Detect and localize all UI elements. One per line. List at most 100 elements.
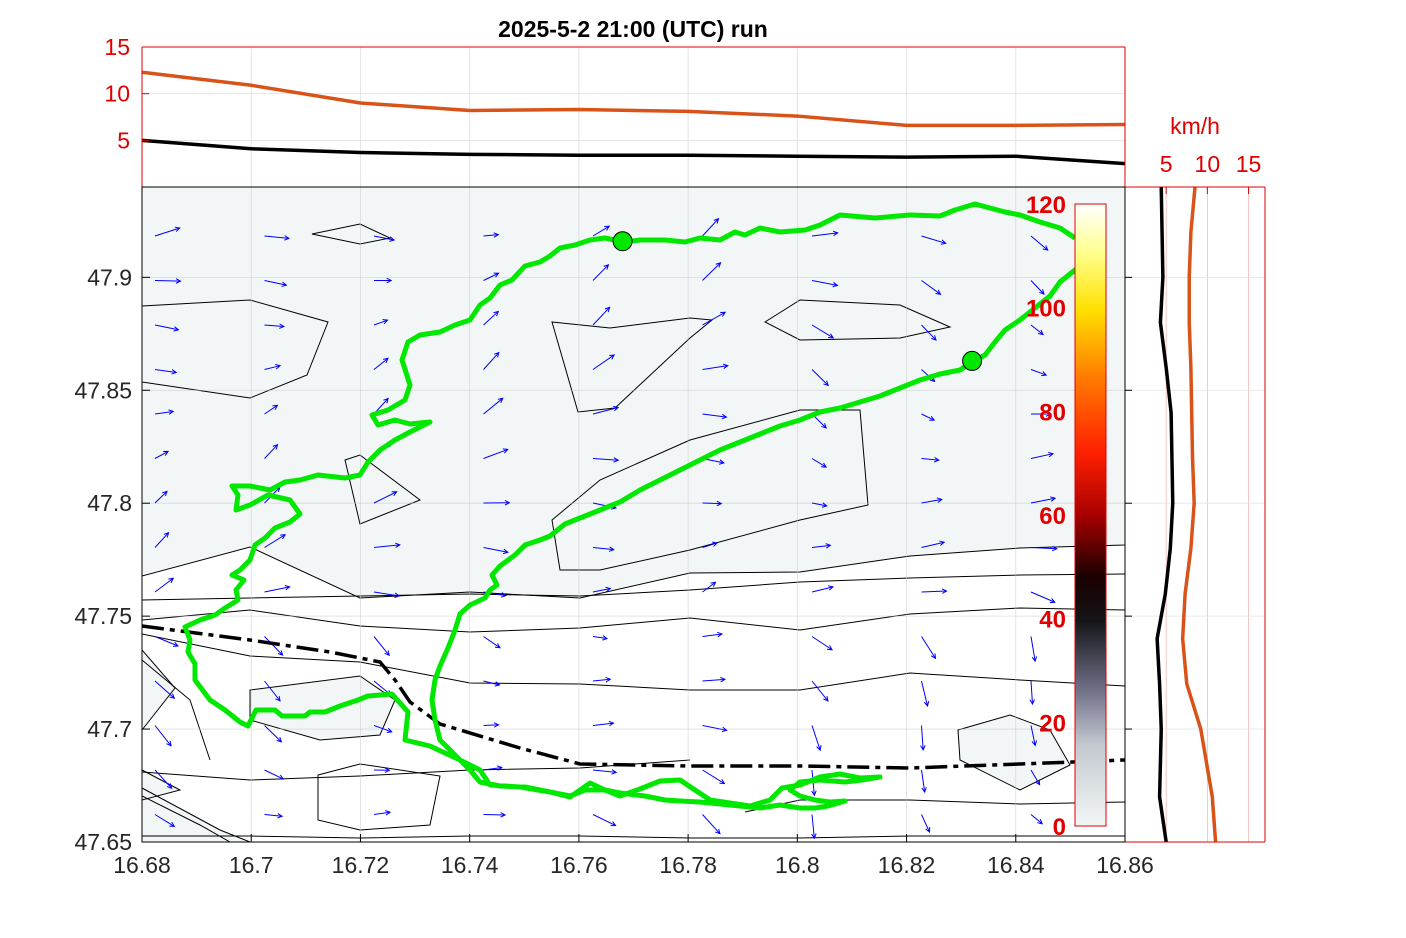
wind-arrow — [264, 813, 284, 819]
top-ytick-label: 10 — [104, 81, 130, 107]
wind-arrow — [264, 585, 291, 593]
wind-arrow — [373, 810, 392, 816]
wind-arrow — [483, 397, 504, 415]
wind-arrow — [373, 319, 389, 326]
wind-arrow — [702, 814, 721, 835]
map-xtick-label: 16.7 — [229, 852, 274, 878]
wind-arrow — [483, 680, 501, 687]
colorbar-ticks: 0 20 40 60 80 100 120 — [1026, 192, 1066, 841]
wind-arrow — [1030, 545, 1058, 552]
wind-arrow — [592, 457, 620, 463]
map-xtick-label: 16.84 — [987, 852, 1045, 878]
top-series-line-1 — [141, 138, 1126, 166]
map-contents — [142, 187, 1125, 842]
map-xtick-label: 16.82 — [878, 852, 936, 878]
side-xtick-label: 10 — [1195, 151, 1221, 177]
contour-lines — [142, 573, 1125, 842]
wind-arrow — [921, 324, 937, 341]
wind-arrow — [264, 404, 279, 415]
map-panel: 16.68 16.7 16.72 16.74 16.76 16.78 16.8 16.82 16… — [74, 186, 1154, 878]
wind-arrow — [264, 680, 281, 702]
wind-arrow — [373, 235, 396, 242]
wind-arrow — [483, 722, 500, 728]
wind-arrow — [811, 680, 829, 702]
map-xtick-label: 16.72 — [332, 852, 390, 878]
wind-arrow — [154, 450, 170, 459]
side-profile-panel: 5 10 15 km/h — [1124, 113, 1266, 843]
wind-arrow — [921, 457, 940, 463]
wind-arrow — [702, 413, 728, 420]
wind-arrow — [921, 280, 942, 295]
wind-arrow — [154, 680, 176, 699]
top-ytick-label: 15 — [104, 34, 130, 60]
wind-arrow — [1030, 725, 1037, 747]
route-markers — [612, 231, 983, 371]
wind-arrow — [811, 369, 829, 387]
wind-arrow — [592, 676, 612, 683]
wind-arrow — [483, 272, 500, 281]
wind-arrow — [373, 542, 401, 548]
colorbar-gradient — [1074, 203, 1107, 827]
colorbar-tick-label: 100 — [1026, 296, 1066, 323]
side-series-line-0 — [1180, 186, 1218, 843]
wind-arrow — [811, 814, 817, 840]
map-xtick-label: 16.68 — [113, 852, 171, 878]
wind-arrow — [1030, 280, 1045, 295]
wind-arrow — [483, 500, 511, 506]
wind-arrow — [1030, 451, 1055, 459]
wind-arrow — [702, 769, 726, 785]
wind-arrow — [921, 769, 927, 794]
wind-arrow — [592, 546, 615, 552]
wind-arrow — [592, 225, 611, 237]
wind-arrow — [811, 458, 828, 468]
wind-arrow — [702, 676, 727, 683]
wind-arrow — [154, 769, 173, 790]
wind-arrow — [154, 577, 175, 593]
wind-arrow — [264, 534, 287, 548]
side-series-line-1 — [1155, 186, 1175, 843]
colorbar: 0 20 40 60 80 100 120 — [1026, 192, 1107, 841]
wind-arrow — [811, 636, 833, 651]
wind-arrow — [702, 725, 728, 733]
wind-arrow — [1030, 324, 1044, 336]
map-xtick-label: 16.78 — [659, 852, 717, 878]
side-ticks: 5 10 15 — [1125, 151, 1261, 843]
wind-arrow — [1030, 235, 1049, 251]
wind-arrow — [264, 323, 285, 329]
wind-arrows — [154, 217, 1058, 840]
map-xtick-label: 16.8 — [775, 852, 820, 878]
wind-arrow — [921, 413, 936, 421]
map-ticks: 16.68 16.7 16.72 16.74 16.76 16.78 16.8 16.82 16… — [74, 264, 1153, 878]
route-marker — [612, 231, 633, 252]
map-xtick-label: 16.86 — [1096, 852, 1154, 878]
wind-arrow — [921, 540, 946, 548]
wind-arrow — [373, 725, 393, 733]
side-xtick-label: 5 — [1160, 151, 1173, 177]
wind-arrow — [154, 324, 180, 332]
wind-arrow — [154, 814, 176, 827]
wind-arrow — [811, 502, 828, 508]
wind-arrow — [811, 543, 832, 549]
top-series — [141, 70, 1126, 166]
wind-arrow — [921, 497, 943, 504]
wind-arrow — [592, 769, 618, 775]
colorbar-tick-label: 0 — [1053, 814, 1066, 841]
top-series-line-0 — [141, 70, 1126, 128]
wind-arrow — [373, 357, 389, 370]
wind-arrow — [1030, 591, 1056, 604]
map-ytick-label: 47.85 — [74, 377, 132, 403]
wind-arrow — [483, 765, 503, 771]
wind-arrow — [702, 261, 722, 281]
colorbar-tick-label: 120 — [1026, 192, 1066, 219]
wind-arrow — [483, 232, 500, 238]
colorbar-tick-label: 40 — [1039, 607, 1066, 634]
wind-arrow — [702, 500, 723, 507]
wind-arrow — [1030, 496, 1057, 504]
wind-arrow — [592, 354, 616, 370]
wind-arrow — [264, 280, 288, 287]
wind-arrow — [483, 448, 509, 459]
map-grid — [142, 187, 1125, 842]
wind-arrow — [592, 306, 611, 326]
top-profile-panel: 5 10 15 — [104, 34, 1126, 187]
wind-arrow — [702, 631, 724, 638]
